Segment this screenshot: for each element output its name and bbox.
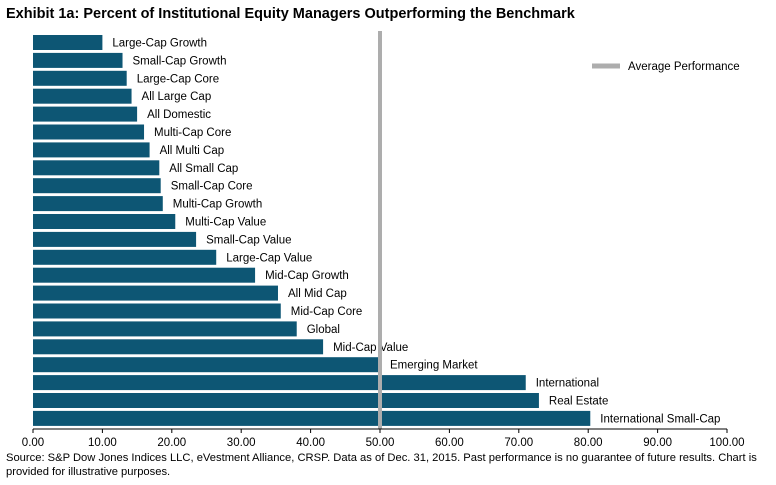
bar-label: Mid-Cap Growth [265, 270, 349, 282]
bar [33, 52, 123, 68]
bar [33, 410, 591, 426]
bar-label: Global [307, 324, 340, 336]
legend: Average Performance [592, 61, 740, 73]
bar-label: International Small-Cap [600, 413, 720, 425]
legend-label: Average Performance [628, 61, 740, 73]
x-tick-label: 60.00 [435, 437, 464, 449]
x-tick-label: 30.00 [227, 437, 256, 449]
bar-label: Emerging Market [390, 360, 478, 372]
bar-label: All Domestic [147, 109, 211, 121]
x-tick-label: 50.00 [366, 437, 395, 449]
bar-label: Multi-Cap Core [154, 127, 231, 139]
bar [33, 249, 217, 265]
bars-group [33, 35, 591, 426]
bar [33, 357, 380, 373]
bar-label: Large-Cap Core [137, 73, 219, 85]
bar [33, 231, 197, 247]
x-tick-label: 10.00 [88, 437, 117, 449]
bar-label: Multi-Cap Growth [173, 199, 262, 211]
bar-label: All Large Cap [142, 91, 212, 103]
bar-labels-group: Large-Cap Growth Small-Cap Growth Large-Ca… [112, 38, 720, 426]
bar [33, 393, 539, 408]
bar [33, 339, 324, 355]
source-note: Source: S&P Dow Jones Indices LLC, eVest… [6, 452, 757, 478]
bar [33, 375, 526, 391]
bar [33, 321, 297, 337]
bar-label: All Multi Cap [160, 145, 225, 157]
x-tick-label: 20.00 [157, 437, 186, 449]
bar-label: Multi-Cap Value [185, 217, 266, 229]
bar-label: All Small Cap [169, 163, 238, 175]
bar-label: Mid-Cap Core [291, 306, 363, 318]
bar-label: Small-Cap Core [171, 181, 253, 193]
bar [33, 214, 176, 229]
x-tick-label: 90.00 [643, 437, 672, 449]
bar [33, 35, 103, 50]
x-tick-label: 100.00 [709, 437, 744, 449]
bar [33, 106, 138, 122]
bar [33, 285, 278, 301]
bar-label: International [536, 378, 599, 390]
bar [33, 160, 160, 176]
bar-label: Real Estate [549, 396, 608, 408]
bar [33, 267, 256, 283]
x-tick-label: 80.00 [574, 437, 603, 449]
x-tick-label: 70.00 [504, 437, 533, 449]
bar-label: Large-Cap Value [226, 252, 312, 264]
x-axis-ticks-group: 0.00 10.00 20.00 30.00 40.00 50.00 60.00 70.00 8… [22, 429, 745, 449]
chart-title: Exhibit 1a: Percent of Institutional Equ… [6, 6, 575, 22]
bar-label: Mid-Cap Value [333, 342, 408, 354]
x-tick-label: 40.00 [296, 437, 325, 449]
x-tick-label: 0.00 [22, 437, 44, 449]
bar [33, 196, 163, 212]
bar [33, 142, 150, 158]
bar-label: Large-Cap Growth [112, 38, 207, 50]
bar-label: Small-Cap Growth [133, 55, 227, 67]
bar [33, 178, 161, 194]
bar [33, 303, 281, 319]
bar [33, 88, 132, 104]
bar-label: All Mid Cap [288, 288, 347, 300]
bar [33, 70, 127, 86]
bar [33, 124, 145, 140]
bar-label: Small-Cap Value [206, 234, 291, 246]
